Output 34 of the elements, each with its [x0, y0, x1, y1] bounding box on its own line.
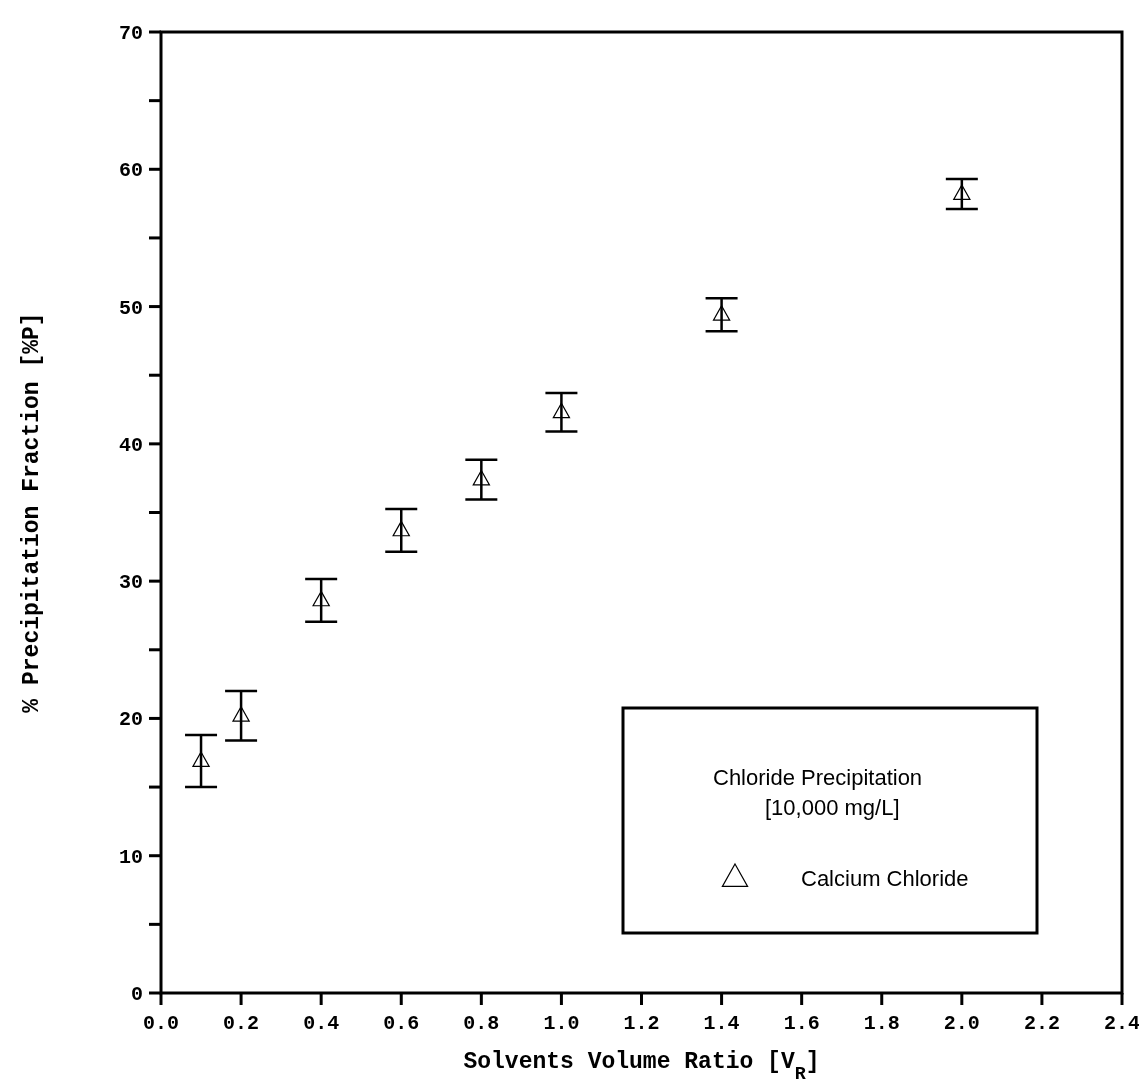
y-tick-label: 70	[118, 22, 143, 45]
y-tick-label: 30	[118, 571, 143, 595]
legend-title: Chloride Precipitation [10,000 mg/L]	[713, 765, 923, 820]
x-tick-label: 1.4	[703, 1012, 740, 1035]
x-tick-label: 2.2	[1023, 1012, 1060, 1035]
point	[552, 402, 571, 419]
point	[712, 305, 731, 321]
y-axis-title: % Precipitation Fraction [%P]	[19, 312, 45, 713]
x-tick-label: 0.8	[463, 1012, 500, 1035]
point	[312, 590, 330, 607]
x-tick-label: 1.6	[783, 1012, 820, 1035]
x-tick-label: 1.8	[863, 1012, 900, 1035]
y-tick-label: 20	[118, 708, 143, 732]
point	[392, 520, 410, 537]
x-tick-label: 0.6	[383, 1012, 420, 1035]
point	[232, 706, 250, 722]
y-tick-label: 0	[130, 983, 143, 1006]
x-tick-label: 2.4	[1103, 1012, 1139, 1035]
x-tick-label: 0.0	[142, 1012, 180, 1035]
point	[953, 184, 971, 200]
x-axis-title: Solvents Volume Ratio [V$_{R}$]	[463, 1049, 820, 1084]
point	[472, 469, 491, 486]
legend: Chloride Precipitation [10,000 mg/L] Calcium Chloride	[621, 706, 1039, 935]
x-tick-label: 0.2	[223, 1012, 260, 1035]
x-tick-label: 1.2	[623, 1012, 660, 1035]
x-tick-label: 2.0	[943, 1012, 980, 1035]
y-tick-label: 40	[118, 433, 143, 457]
y-tick-label: 10	[118, 845, 143, 869]
y-tick-label: 60	[118, 159, 143, 183]
x-tick-label: 0.4	[303, 1012, 340, 1035]
point	[192, 751, 210, 767]
y-tick-label: 50	[118, 296, 143, 320]
x-tick-label: 1.0	[543, 1012, 580, 1035]
legend-item: Calcium Chloride	[721, 862, 969, 891]
